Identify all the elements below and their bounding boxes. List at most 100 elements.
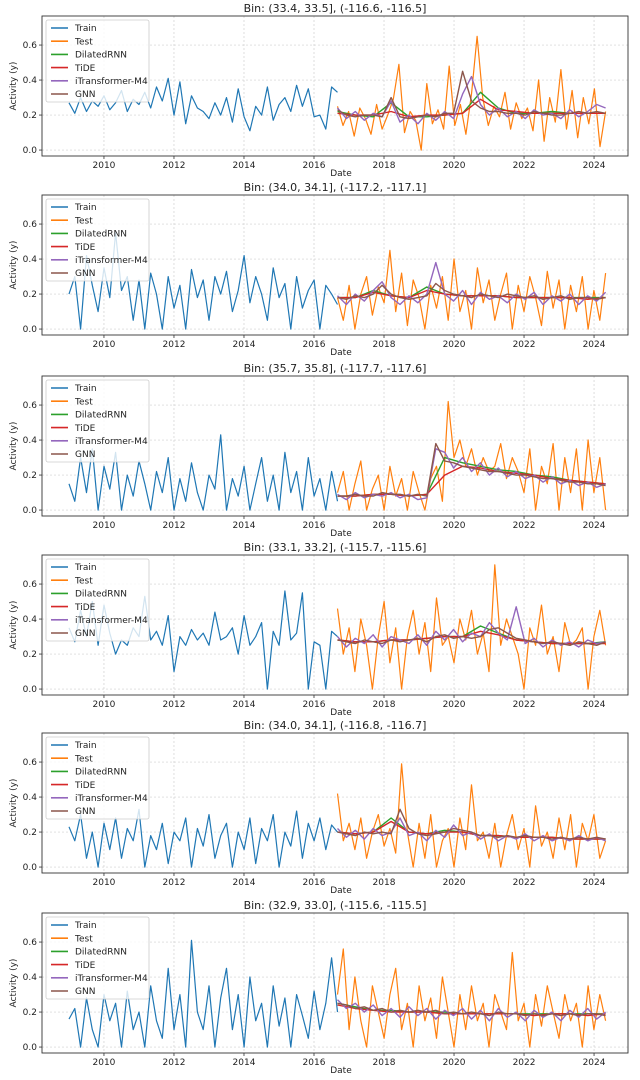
legend-box (45, 736, 150, 820)
y-tick-label: 0.6 (23, 938, 38, 948)
plot-frame (41, 375, 629, 517)
legend-item: GNN (51, 450, 95, 460)
legend-item: iTransformer-M4 (51, 77, 148, 87)
x-tick-label: 2018 (373, 1058, 396, 1068)
y-tick-label: 0.0 (23, 685, 38, 695)
legend-box (45, 19, 150, 103)
chart-title: Bin: (33.4, 33.5], (-116.6, -116.5] (244, 2, 427, 15)
series-line-train (68, 590, 338, 690)
x-tick-label: 2010 (93, 161, 116, 171)
legend-item: Train (51, 921, 97, 931)
series-line-gnn (337, 627, 606, 647)
legend: Train Test DilatedRNN TiDE iTransformer-M4 GN… (45, 379, 150, 463)
series-line-test (336, 948, 607, 1048)
legend-item: iTransformer-M4 (51, 974, 148, 984)
subplot-2: Bin: (34.0, 34.1], (-117.2, -117.1] 2010 2… (0, 179, 640, 358)
legend-item: DilatedRNN (51, 411, 127, 421)
legend-item: iTransformer-M4 (51, 616, 148, 626)
series-line-itransformer-m4 (337, 999, 607, 1022)
series-line-dilatedrnn (337, 91, 606, 118)
legend-item: Test (51, 576, 93, 586)
x-tick-label: 2012 (163, 1058, 186, 1068)
x-tick-label: 2020 (443, 521, 466, 531)
legend-item: DilatedRNN (51, 230, 127, 240)
y-tick-label: 0.2 (23, 471, 37, 481)
legend-item: Train (51, 24, 97, 34)
series-line-train (68, 808, 338, 868)
legend-item: TiDE (51, 424, 96, 434)
plot-frame (41, 912, 629, 1054)
legend-item: iTransformer-M4 (51, 256, 148, 266)
legend-label: DilatedRNN (75, 590, 127, 600)
x-tick-label: 2024 (583, 1058, 606, 1068)
x-tick-label: 2022 (513, 700, 536, 710)
x-tick-label: 2012 (163, 161, 186, 171)
x-tick-label: 2014 (233, 521, 256, 531)
x-axis-label: Date (330, 1066, 352, 1076)
subplot-6: Bin: (32.9, 33.0], (-115.6, -115.5] 2010 2… (0, 897, 640, 1076)
series-line-train (68, 434, 339, 511)
x-tick-label: 2018 (373, 521, 396, 531)
legend-label: TiDE (74, 961, 96, 971)
x-tick-label: 2016 (303, 1058, 326, 1068)
subplot-5: Bin: (34.0, 34.1], (-116.8, -116.7] 2010 2… (0, 717, 640, 896)
y-tick-label: 0.0 (23, 325, 38, 335)
legend-label: TiDE (74, 603, 96, 613)
legend-item: GNN (51, 807, 95, 817)
plot-area (68, 400, 607, 511)
series-line-itransformer-m4 (337, 448, 606, 501)
x-tick-label: 2016 (303, 340, 326, 350)
x-tick-label: 2018 (373, 161, 396, 171)
plot-frame (41, 732, 629, 874)
x-axis-label: Date (330, 529, 352, 539)
legend-item: TiDE (51, 961, 96, 971)
legend-item: DilatedRNN (51, 590, 127, 600)
x-tick-label: 2018 (373, 878, 396, 888)
legend-item: TiDE (51, 243, 96, 253)
x-tick-label: 2016 (303, 521, 326, 531)
legend-label: Train (74, 921, 97, 931)
plot-area (68, 763, 607, 868)
chart-svg: Bin: (33.4, 33.5], (-116.6, -116.5] 2010 2… (9, 2, 629, 179)
y-axis-label: Activity (y) (9, 959, 19, 1008)
chart-title: Bin: (35.7, 35.8], (-117.7, -117.6] (244, 362, 427, 375)
x-tick-label: 2014 (233, 700, 256, 710)
series-line-itransformer-m4 (336, 606, 606, 648)
y-axis-label: Activity (y) (9, 779, 19, 828)
y-tick-label: 0.0 (23, 146, 38, 156)
chart-title: Bin: (32.9, 33.0], (-115.6, -115.5] (244, 899, 427, 912)
series-line-gnn (337, 442, 606, 497)
legend-label: iTransformer-M4 (75, 256, 148, 266)
legend-label: iTransformer-M4 (75, 974, 148, 984)
y-tick-label: 0.0 (23, 506, 38, 516)
y-axis-label: Activity (y) (9, 62, 19, 111)
x-tick-label: 2024 (583, 161, 606, 171)
y-axis-label: Activity (y) (9, 422, 19, 471)
y-axis-label: Activity (y) (9, 241, 19, 290)
y-tick-label: 0.2 (23, 828, 37, 838)
y-tick-label: 0.4 (23, 255, 38, 265)
x-tick-label: 2016 (303, 161, 326, 171)
legend-label: TiDE (74, 64, 96, 74)
y-tick-label: 0.2 (23, 290, 37, 300)
legend-label: Train (74, 563, 97, 573)
legend-label: DilatedRNN (75, 948, 127, 958)
legend-item: Train (51, 384, 97, 394)
legend-label: Train (74, 384, 97, 394)
legend-label: GNN (75, 987, 95, 997)
series-line-tide (337, 465, 606, 497)
x-tick-label: 2020 (443, 1058, 466, 1068)
legend-box (45, 198, 150, 282)
x-tick-label: 2022 (513, 340, 536, 350)
legend-label: iTransformer-M4 (75, 616, 148, 626)
series-line-gnn (337, 808, 606, 840)
x-tick-label: 2024 (583, 700, 606, 710)
legend-item: Test (51, 216, 93, 226)
y-tick-label: 0.6 (23, 401, 38, 411)
y-tick-label: 0.2 (23, 1008, 37, 1018)
legend-item: GNN (51, 629, 95, 639)
legend-item: GNN (51, 987, 95, 997)
x-tick-label: 2012 (163, 878, 186, 888)
legend-label: TiDE (74, 424, 96, 434)
legend-label: Test (74, 934, 93, 944)
